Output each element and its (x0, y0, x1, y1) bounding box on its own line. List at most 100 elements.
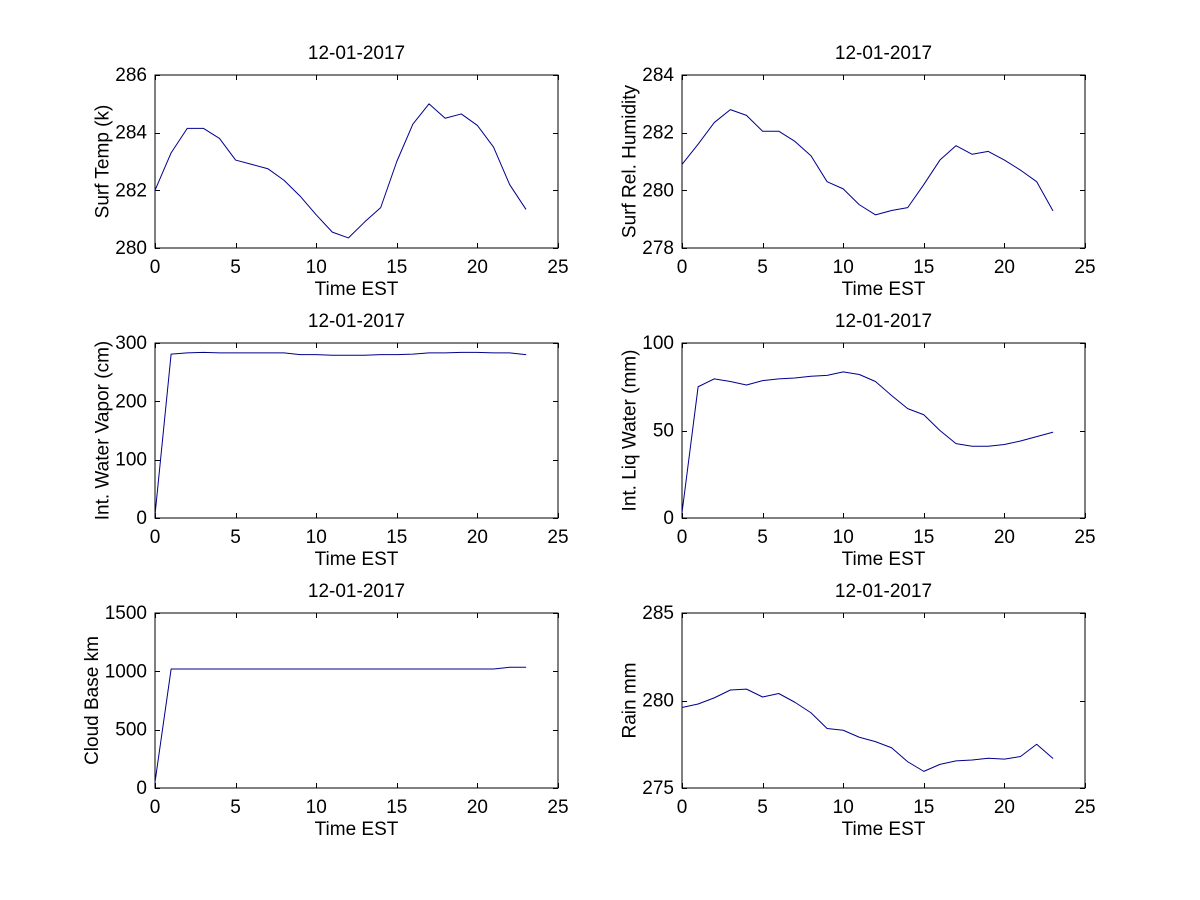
x-tick-label: 10 (833, 797, 854, 818)
y-tick-label: 275 (642, 778, 674, 799)
x-tick-label: 20 (994, 797, 1015, 818)
x-axis-label: Time EST (315, 819, 399, 840)
x-tick-label: 0 (677, 797, 688, 818)
y-tick-label: 278 (642, 238, 674, 259)
y-tick-label: 50 (653, 421, 674, 442)
chart-title: 12-01-2017 (308, 43, 405, 64)
x-axis-label: Time EST (315, 549, 399, 570)
plot-box (681, 74, 1086, 249)
data-line (681, 109, 1054, 216)
x-tick-label: 0 (150, 257, 161, 278)
x-tick-label: 10 (306, 527, 327, 548)
x-tick-label: 10 (306, 257, 327, 278)
y-tick-label: 0 (136, 778, 147, 799)
x-tick-label: 15 (386, 257, 407, 278)
x-tick-label: 10 (306, 797, 327, 818)
x-tick-label: 25 (1074, 797, 1095, 818)
axis-ticks (155, 613, 559, 789)
x-tick-label: 15 (913, 797, 934, 818)
x-tick-label: 15 (913, 527, 934, 548)
plot-box (681, 342, 1086, 519)
x-tick-label: 5 (230, 257, 241, 278)
x-axis-label: Time EST (842, 819, 926, 840)
plot-box (154, 74, 559, 249)
chart-title: 12-01-2017 (308, 311, 405, 332)
x-axis-label: Time EST (842, 279, 926, 300)
x-tick-label: 20 (994, 257, 1015, 278)
x-tick-label: 10 (833, 257, 854, 278)
y-tick-label: 286 (115, 65, 147, 86)
chart-title: 12-01-2017 (835, 311, 932, 332)
x-tick-label: 5 (230, 527, 241, 548)
subplot-int-water-vapor: 12-01-2017 0 5 10 15 20 25 0 100 200 300 Time EST In… (93, 311, 569, 570)
x-axis-label: Time EST (315, 279, 399, 300)
chart-title: 12-01-2017 (835, 43, 932, 64)
y-tick-label: 1000 (105, 661, 147, 682)
y-axis-label: Int. Liq Water (mm) (620, 350, 641, 512)
x-tick-label: 15 (913, 257, 934, 278)
plot-box (154, 612, 559, 789)
chart-title: 12-01-2017 (835, 581, 932, 602)
x-tick-label: 20 (467, 257, 488, 278)
y-axis-label: Surf Temp (k) (93, 105, 114, 219)
y-tick-label: 280 (115, 238, 147, 259)
chart-title: 12-01-2017 (308, 581, 405, 602)
y-tick-label: 284 (115, 123, 147, 144)
data-line (681, 688, 1054, 772)
x-tick-label: 25 (1074, 257, 1095, 278)
y-axis-label: Rain mm (620, 662, 641, 738)
data-line (681, 371, 1054, 514)
subplot-surf-rel-humidity: 12-01-2017 0 5 10 15 20 25 278 280 282 284 Time EST… (620, 43, 1096, 300)
data-line (154, 666, 527, 783)
y-tick-label: 500 (115, 720, 147, 741)
y-tick-label: 200 (115, 391, 147, 412)
y-tick-label: 280 (642, 180, 674, 201)
y-tick-label: 285 (642, 603, 674, 624)
x-tick-label: 5 (230, 797, 241, 818)
x-tick-label: 25 (547, 797, 568, 818)
y-tick-label: 282 (115, 180, 147, 201)
y-tick-label: 100 (642, 333, 674, 354)
axis-ticks (682, 343, 1086, 519)
y-tick-label: 100 (115, 450, 147, 471)
y-tick-label: 282 (642, 123, 674, 144)
y-axis-label: Int. Water Vapor (cm) (93, 341, 114, 520)
subplot-cloud-base: 12-01-2017 0 5 10 15 20 25 0 500 1000 1500 Time EST… (82, 581, 569, 840)
data-line (154, 351, 527, 516)
x-tick-label: 5 (757, 797, 768, 818)
x-tick-label: 0 (677, 257, 688, 278)
subplot-surf-temp: 12-01-2017 0 5 10 15 20 25 280 282 284 286 Time EST… (93, 43, 569, 300)
x-tick-label: 0 (150, 527, 161, 548)
subplot-int-liq-water: 12-01-2017 0 5 10 15 20 25 0 50 100 Time EST Int. L… (620, 311, 1096, 570)
subplot-rain: 12-01-2017 0 5 10 15 20 25 275 280 285 Time EST Rai… (620, 581, 1096, 840)
axis-ticks (155, 343, 559, 519)
x-tick-label: 20 (994, 527, 1015, 548)
y-axis-label: Surf Rel. Humidity (620, 84, 641, 238)
y-tick-label: 280 (642, 691, 674, 712)
x-tick-label: 15 (386, 527, 407, 548)
axis-ticks (155, 75, 559, 249)
x-tick-label: 5 (757, 257, 768, 278)
x-tick-label: 5 (757, 527, 768, 548)
x-tick-label: 20 (467, 527, 488, 548)
y-tick-label: 300 (115, 333, 147, 354)
x-tick-label: 0 (677, 527, 688, 548)
y-tick-label: 1500 (105, 603, 147, 624)
x-tick-label: 15 (386, 797, 407, 818)
axis-ticks (682, 75, 1086, 249)
y-tick-label: 0 (136, 508, 147, 529)
x-tick-label: 10 (833, 527, 854, 548)
plot-box (681, 612, 1086, 789)
y-tick-label: 0 (663, 508, 674, 529)
x-tick-label: 25 (547, 527, 568, 548)
y-axis-label: Cloud Base km (82, 636, 103, 765)
plot-box (154, 342, 559, 519)
x-tick-label: 20 (467, 797, 488, 818)
data-line (154, 103, 527, 239)
y-tick-label: 284 (642, 65, 674, 86)
x-tick-label: 25 (547, 257, 568, 278)
x-tick-label: 0 (150, 797, 161, 818)
x-tick-label: 25 (1074, 527, 1095, 548)
